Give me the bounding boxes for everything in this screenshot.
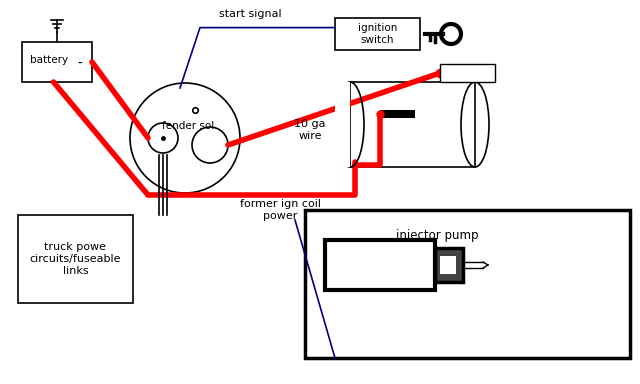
Bar (335, 18, 420, 50)
Bar (325, 240, 435, 290)
Text: ignition
switch: ignition switch (358, 23, 397, 45)
Text: former ign coil
power: former ign coil power (239, 199, 321, 221)
Text: battery: battery (30, 55, 68, 65)
Bar (435, 248, 463, 282)
Bar (335, 82, 350, 167)
Text: -: - (77, 57, 83, 71)
Bar (350, 82, 475, 167)
Bar (440, 256, 456, 274)
Bar (380, 110, 415, 118)
Text: start signal: start signal (219, 9, 282, 19)
Bar (305, 210, 630, 358)
Text: injector pump: injector pump (396, 228, 479, 242)
Text: truck powe
circuits/fuseable
links: truck powe circuits/fuseable links (29, 242, 121, 276)
Bar (18, 215, 133, 303)
Text: 10 ga
wire: 10 ga wire (294, 119, 326, 141)
Bar (440, 64, 495, 82)
Bar (22, 42, 92, 82)
Text: fender sol.: fender sol. (162, 121, 218, 131)
